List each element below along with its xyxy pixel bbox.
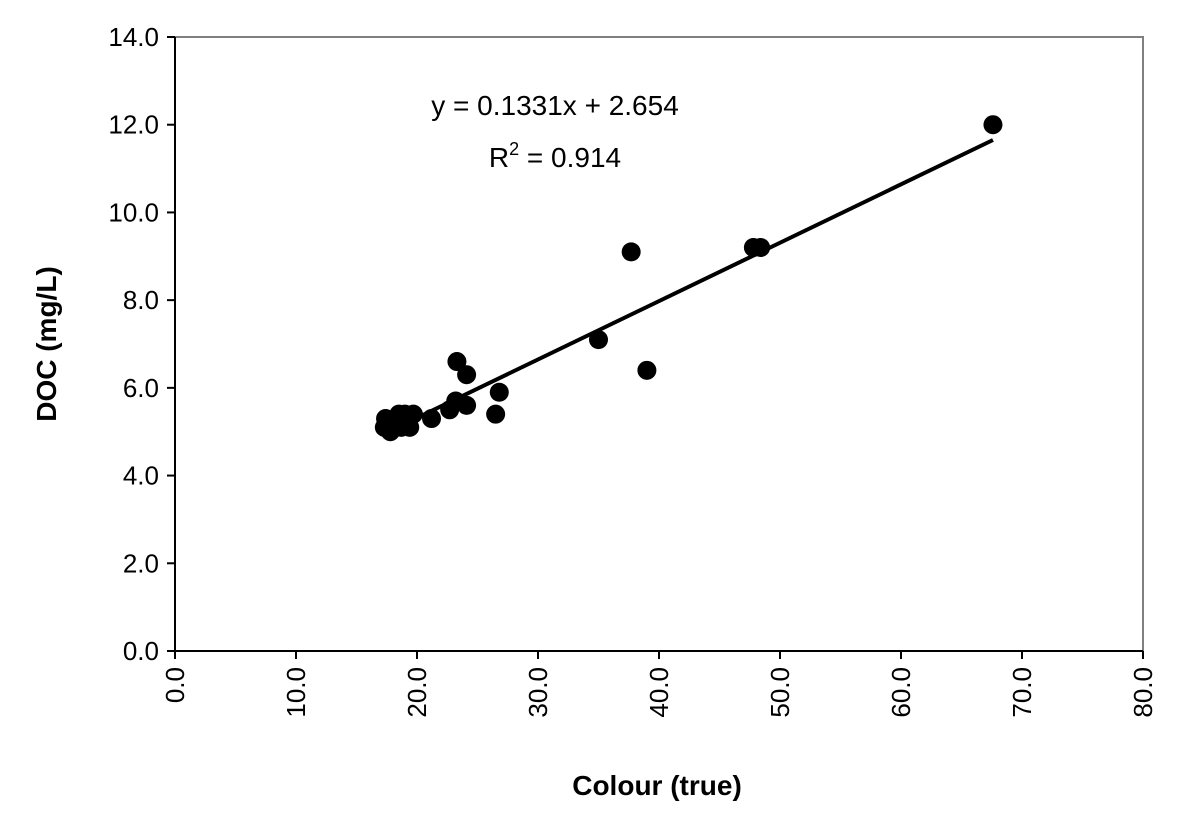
r-squared-value: = 0.914 <box>519 142 621 173</box>
y-tick-label: 4.0 <box>123 461 159 491</box>
x-axis: 0.0 10.0 20.0 30.0 40.0 50.0 60.0 70.0 80.0 <box>160 650 1158 718</box>
data-point <box>751 238 771 258</box>
y-tick-label: 8.0 <box>123 285 159 315</box>
data-point <box>486 404 506 424</box>
x-tick-label: 60.0 <box>886 667 916 718</box>
y-axis-title: DOC (mg/L) <box>31 266 62 422</box>
y-axis: 0.0 2.0 4.0 6.0 8.0 10.0 12.0 14.0 <box>108 22 176 666</box>
y-tick-label: 2.0 <box>123 548 159 578</box>
data-points <box>374 115 1003 442</box>
x-tick-label: 50.0 <box>765 667 795 718</box>
x-tick-label: 10.0 <box>281 667 311 718</box>
r-squared-label: R2 = 0.914 <box>489 139 621 173</box>
r-squared-prefix: R <box>489 142 509 173</box>
r-squared-superscript: 2 <box>509 139 519 159</box>
y-tick-label: 14.0 <box>108 22 159 52</box>
equation-label: y = 0.1331x + 2.654 <box>431 90 679 121</box>
x-tick-label: 30.0 <box>523 667 553 718</box>
y-tick-label: 10.0 <box>108 197 159 227</box>
data-point <box>457 395 477 415</box>
x-axis-title: Colour (true) <box>572 770 742 801</box>
x-tick-label: 80.0 <box>1128 667 1158 718</box>
y-tick-label: 6.0 <box>123 373 159 403</box>
x-tick-label: 40.0 <box>644 667 674 718</box>
y-tick-label: 0.0 <box>123 636 159 666</box>
y-tick-label: 12.0 <box>108 110 159 140</box>
data-point <box>422 409 442 429</box>
x-tick-label: 20.0 <box>402 667 432 718</box>
data-point <box>621 242 641 262</box>
data-point <box>403 404 423 424</box>
data-point <box>447 352 467 372</box>
trend-line <box>384 138 994 435</box>
x-tick-label: 0.0 <box>160 667 190 703</box>
data-point <box>457 365 477 385</box>
data-point <box>637 360 657 380</box>
data-point <box>589 330 608 350</box>
data-point <box>983 115 1003 135</box>
plot-area <box>174 36 1144 652</box>
x-tick-label: 70.0 <box>1007 667 1037 718</box>
data-point <box>489 382 509 402</box>
